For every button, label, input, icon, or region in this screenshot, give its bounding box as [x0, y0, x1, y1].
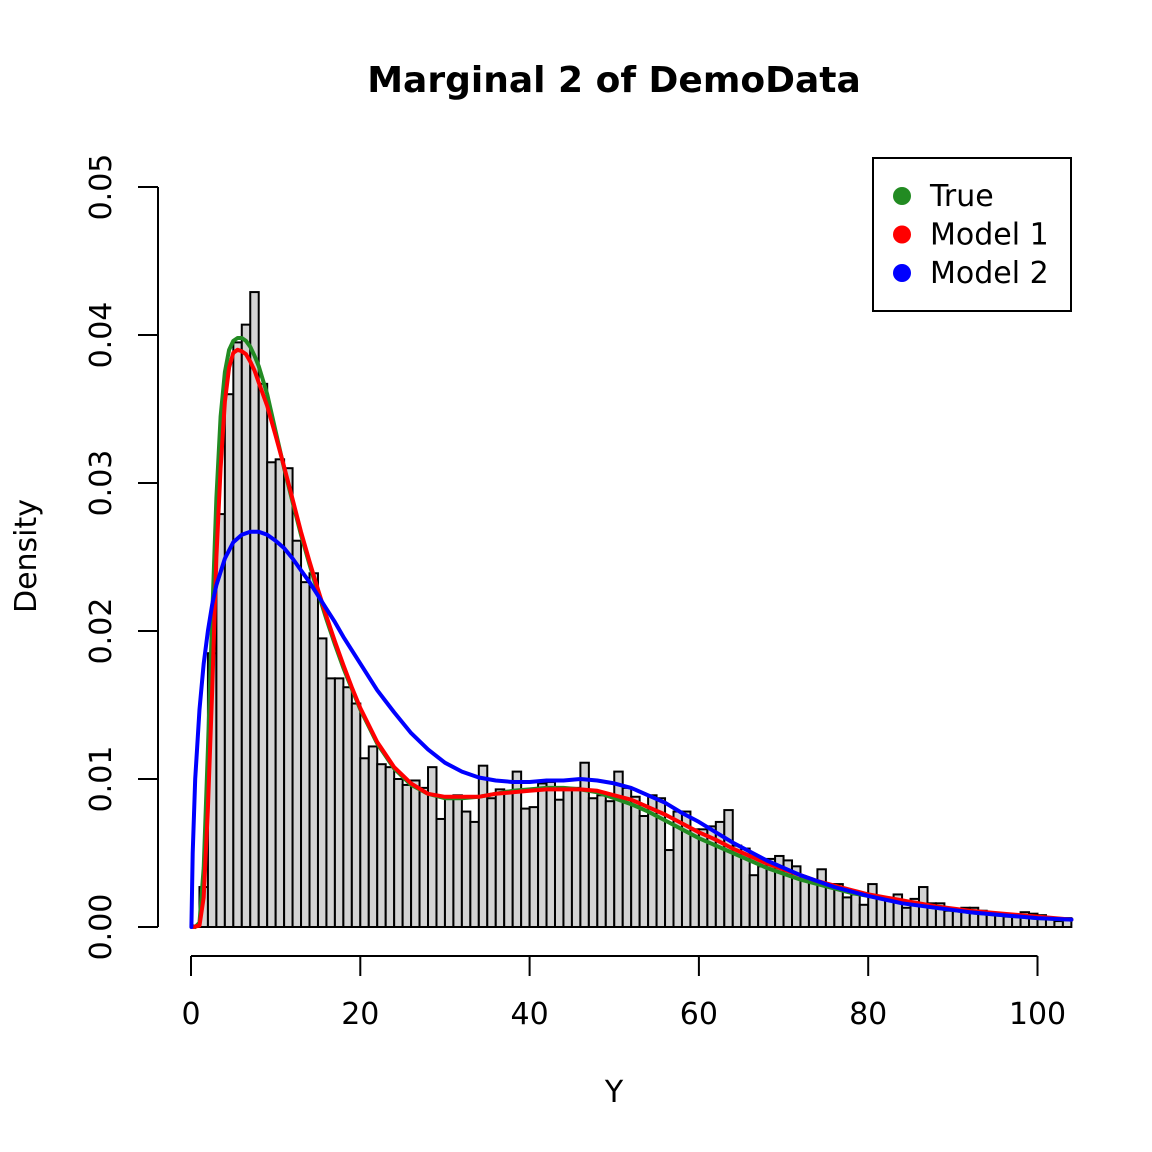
histogram-bar — [503, 789, 514, 929]
x-tick-label: 100 — [1009, 997, 1066, 1032]
histogram-bar — [494, 788, 506, 928]
histogram-bar — [342, 686, 353, 928]
histogram-bar — [850, 893, 861, 929]
x-tick-label: 0 — [181, 997, 200, 1032]
histogram-bar — [266, 461, 277, 928]
histogram-bar — [621, 786, 633, 928]
histogram-bar — [638, 815, 650, 928]
histogram-bar — [452, 794, 463, 929]
histogram-bar — [587, 797, 599, 928]
histogram-bar — [325, 677, 336, 928]
histogram-bar — [841, 896, 853, 929]
histogram-bar — [316, 637, 328, 929]
histogram-bar — [443, 797, 455, 928]
y-tick-label: 0.04 — [84, 302, 119, 369]
histogram-bar — [274, 458, 286, 928]
x-axis: 0 20 40 60 80 100 — [181, 955, 1066, 1032]
curve-model-2 — [189, 529, 1074, 929]
histogram-bar — [748, 874, 760, 929]
legend-label: Model 2 — [930, 256, 1049, 291]
histogram-bar — [257, 382, 269, 928]
histogram-bar — [249, 291, 260, 928]
legend-marker — [893, 264, 911, 282]
legend-marker — [893, 187, 911, 205]
histogram-bar — [232, 341, 243, 928]
histogram-bar — [799, 878, 810, 929]
histogram-bar — [460, 810, 472, 928]
histogram-bar — [570, 786, 582, 928]
histogram-bar — [689, 828, 700, 929]
histogram-bar — [223, 393, 235, 928]
histogram-bar — [333, 677, 345, 928]
histogram-bar — [520, 807, 531, 928]
histogram-bars — [190, 291, 1073, 929]
y-tick-label: 0.00 — [84, 894, 119, 961]
histogram-bar — [350, 702, 362, 929]
histogram-bar — [511, 770, 523, 928]
histogram-bar — [477, 764, 489, 928]
x-tick-label: 40 — [511, 997, 549, 1032]
histogram-bar — [528, 806, 540, 928]
histogram-bar — [664, 849, 675, 928]
histogram-bar — [723, 809, 734, 929]
histogram-bar — [393, 778, 404, 928]
y-axis-label: Density — [9, 499, 44, 613]
histogram-bar — [1002, 915, 1014, 929]
histogram-bar — [435, 817, 446, 929]
histogram-bar — [486, 797, 497, 928]
legend-label: Model 1 — [930, 218, 1049, 253]
x-tick-label: 80 — [849, 997, 887, 1032]
histogram-bar — [384, 766, 396, 928]
histogram-bar — [537, 782, 548, 928]
x-tick-label: 60 — [680, 997, 718, 1032]
histogram-bar — [867, 883, 878, 929]
y-axis: 0.00 0.01 0.02 0.03 0.04 0.05 — [84, 154, 159, 961]
histogram-bar — [300, 581, 311, 928]
legend-label: True — [929, 179, 994, 214]
histogram-bar — [1053, 920, 1064, 929]
histogram-bar — [283, 467, 294, 928]
histogram-bar — [943, 909, 954, 928]
density-curves — [189, 336, 1074, 929]
y-tick-label: 0.05 — [84, 154, 119, 221]
histogram-bar — [562, 788, 573, 928]
histogram-bar — [875, 897, 887, 929]
chart-title: Marginal 2 of DemoData — [367, 60, 861, 101]
histogram-bar — [367, 745, 379, 928]
histogram-bar — [630, 795, 641, 929]
histogram-bar — [359, 757, 370, 929]
y-tick-label: 0.01 — [84, 746, 119, 813]
histogram-bar — [469, 820, 480, 928]
histogram-bar — [697, 828, 709, 929]
histogram-bar — [418, 786, 430, 928]
histogram-bar — [401, 783, 413, 928]
histogram-bar — [545, 780, 556, 929]
histogram-bar — [596, 794, 607, 929]
histogram-bar — [858, 903, 870, 928]
x-tick-label: 20 — [341, 997, 379, 1032]
x-axis-label: Y — [604, 1075, 624, 1110]
histogram-bar — [807, 881, 819, 928]
histogram-bar — [553, 798, 565, 928]
histogram-bar — [824, 883, 836, 929]
histogram-bar — [291, 539, 303, 928]
histogram-bar — [604, 800, 616, 929]
histogram-bar — [816, 868, 827, 929]
histogram-bar — [410, 779, 421, 928]
histogram-bar — [240, 323, 252, 928]
legend-marker — [893, 225, 911, 244]
histogram-bar — [308, 572, 319, 929]
histogram-bar — [427, 766, 438, 928]
histogram-bar — [376, 763, 387, 929]
histogram-bar — [579, 761, 590, 928]
histogram-bar — [901, 906, 912, 929]
y-tick-label: 0.02 — [84, 598, 119, 665]
y-tick-label: 0.03 — [84, 450, 119, 517]
histogram-bar — [757, 865, 768, 929]
